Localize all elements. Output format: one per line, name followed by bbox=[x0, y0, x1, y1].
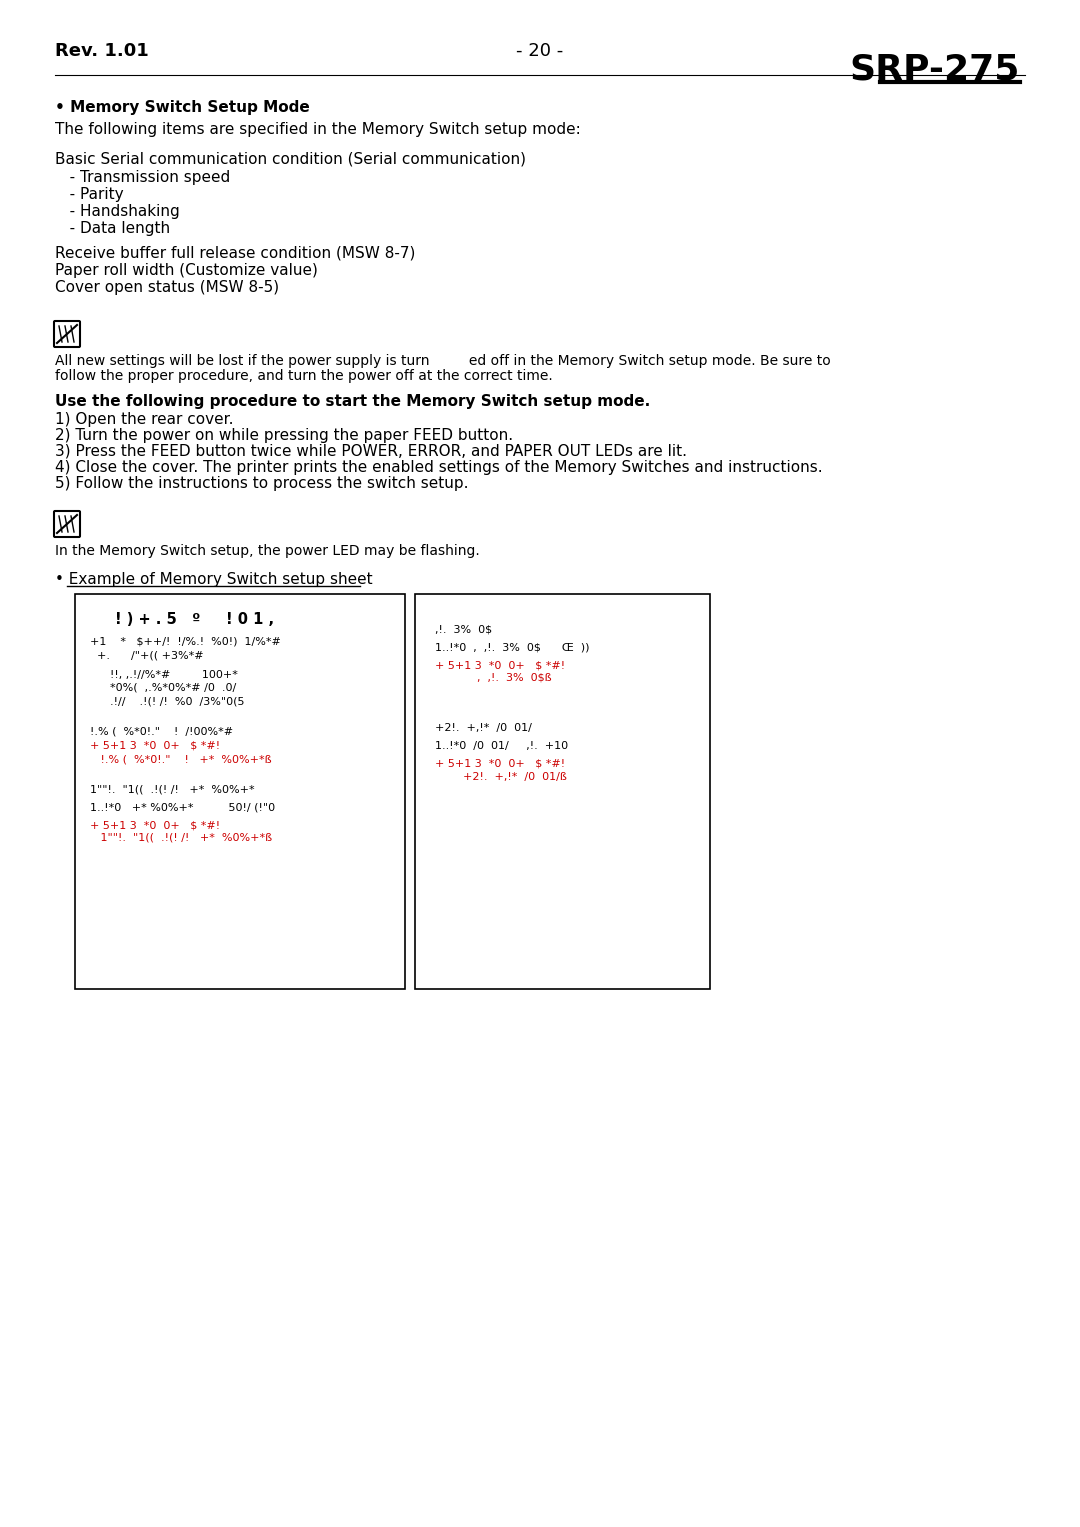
Text: - 20 -: - 20 - bbox=[516, 43, 564, 60]
Text: SRP-275: SRP-275 bbox=[850, 52, 1020, 86]
Text: 1..!*0  ,  ,!.  3%  0$      Œ  )): 1..!*0 , ,!. 3% 0$ Œ )) bbox=[435, 641, 590, 652]
Text: 2) Turn the power on while pressing the paper FEED button.: 2) Turn the power on while pressing the … bbox=[55, 428, 513, 443]
Text: +2!.  +,!*  /0  01/: +2!. +,!* /0 01/ bbox=[435, 722, 531, 733]
Text: • Memory Switch Setup Mode: • Memory Switch Setup Mode bbox=[55, 99, 310, 115]
Text: Basic Serial communication condition (Serial communication): Basic Serial communication condition (Se… bbox=[55, 153, 526, 166]
Text: 1) Open the rear cover.: 1) Open the rear cover. bbox=[55, 412, 233, 428]
Text: The following items are specified in the Memory Switch setup mode:: The following items are specified in the… bbox=[55, 122, 581, 137]
Text: Use the following procedure to start the Memory Switch setup mode.: Use the following procedure to start the… bbox=[55, 394, 650, 409]
FancyBboxPatch shape bbox=[54, 321, 80, 347]
Text: +2!.  +,!*  /0  01/ß: +2!. +,!* /0 01/ß bbox=[435, 773, 567, 782]
FancyBboxPatch shape bbox=[54, 512, 80, 538]
Bar bbox=[75, 594, 405, 989]
Text: ! ) + . 5   º     ! 0 1 ,: ! ) + . 5 º ! 0 1 , bbox=[114, 612, 274, 628]
Text: 3) Press the FEED button twice while POWER, ERROR, and PAPER OUT LEDs are lit.: 3) Press the FEED button twice while POW… bbox=[55, 444, 687, 460]
Text: .!//    .!(! /!  %0  /3%"0(5: .!// .!(! /! %0 /3%"0(5 bbox=[110, 696, 244, 705]
Text: 1""!.  "1((  .!(! /!   +*  %0%+*ß: 1""!. "1(( .!(! /! +* %0%+*ß bbox=[90, 834, 272, 843]
Bar bbox=[415, 594, 710, 989]
Text: 5) Follow the instructions to process the switch setup.: 5) Follow the instructions to process th… bbox=[55, 476, 469, 492]
Text: follow the proper procedure, and turn the power off at the correct time.: follow the proper procedure, and turn th… bbox=[55, 370, 553, 383]
Text: +.      /"+(( +3%*#: +. /"+(( +3%*# bbox=[90, 651, 204, 660]
Text: - Parity: - Parity bbox=[55, 186, 123, 202]
Text: + 5+1 3  *0  0+   $ *#!: + 5+1 3 *0 0+ $ *#! bbox=[435, 660, 565, 670]
Text: All new settings will be lost if the power supply is turn         ed off in the : All new settings will be lost if the pow… bbox=[55, 354, 831, 368]
Text: +1    *   $++/!  !/%.!  %0!)  1/%*#: +1 * $++/! !/%.! %0!) 1/%*# bbox=[90, 637, 281, 647]
Text: ,!.  3%  0$: ,!. 3% 0$ bbox=[435, 625, 492, 634]
Text: !.% (  %*0!."    !   +*  %0%+*ß: !.% ( %*0!." ! +* %0%+*ß bbox=[90, 754, 272, 764]
Text: • Example of Memory Switch setup sheet: • Example of Memory Switch setup sheet bbox=[55, 573, 373, 586]
Text: - Transmission speed: - Transmission speed bbox=[55, 169, 230, 185]
Text: + 5+1 3  *0  0+   $ *#!: + 5+1 3 *0 0+ $ *#! bbox=[435, 759, 565, 770]
Text: *0%(  ,.%*0%*# /0  .0/: *0%( ,.%*0%*# /0 .0/ bbox=[110, 683, 237, 693]
Text: 1..!*0  /0  01/     ,!.  +10: 1..!*0 /0 01/ ,!. +10 bbox=[435, 741, 568, 751]
Text: Cover open status (MSW 8-5): Cover open status (MSW 8-5) bbox=[55, 279, 279, 295]
Text: 4) Close the cover. The printer prints the enabled settings of the Memory Switch: 4) Close the cover. The printer prints t… bbox=[55, 460, 823, 475]
Text: 1..!*0   +* %0%+*          50!/ (!"0: 1..!*0 +* %0%+* 50!/ (!"0 bbox=[90, 802, 275, 812]
Text: Rev. 1.01: Rev. 1.01 bbox=[55, 43, 149, 60]
Text: Paper roll width (Customize value): Paper roll width (Customize value) bbox=[55, 263, 318, 278]
Text: + 5+1 3  *0  0+   $ *#!: + 5+1 3 *0 0+ $ *#! bbox=[90, 820, 220, 831]
Text: Receive buffer full release condition (MSW 8-7): Receive buffer full release condition (M… bbox=[55, 246, 416, 261]
Text: - Data length: - Data length bbox=[55, 221, 171, 237]
Text: + 5+1 3  *0  0+   $ *#!: + 5+1 3 *0 0+ $ *#! bbox=[90, 741, 220, 751]
Text: - Handshaking: - Handshaking bbox=[55, 205, 179, 218]
Text: In the Memory Switch setup, the power LED may be flashing.: In the Memory Switch setup, the power LE… bbox=[55, 544, 480, 557]
Text: !.% (  %*0!."    !  /!00%*#: !.% ( %*0!." ! /!00%*# bbox=[90, 725, 233, 736]
Text: !!, ,.!//%*#         100+*: !!, ,.!//%*# 100+* bbox=[110, 670, 238, 680]
Text: 1""!.  "1((  .!(! /!   +*  %0%+*: 1""!. "1(( .!(! /! +* %0%+* bbox=[90, 783, 255, 794]
Text: ,  ,!.  3%  0$ß: , ,!. 3% 0$ß bbox=[435, 673, 552, 683]
